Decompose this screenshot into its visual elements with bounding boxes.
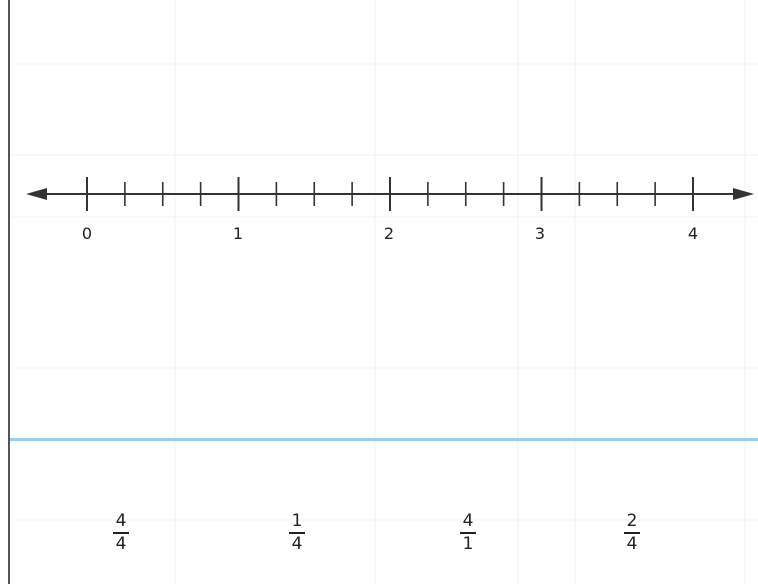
tick-label-1: 1	[232, 224, 244, 243]
right-arrow-icon	[733, 188, 754, 200]
fraction-card-4-1[interactable]: 4 1	[453, 512, 483, 554]
fraction-denominator: 4	[115, 533, 127, 554]
fraction-denominator: 4	[626, 533, 638, 554]
left-border	[8, 0, 10, 584]
left-arrow-icon	[26, 188, 47, 200]
tick-label-2: 2	[383, 224, 395, 243]
tick-label-0: 0	[81, 224, 93, 243]
fraction-denominator: 1	[462, 533, 474, 554]
fraction-bar	[460, 532, 476, 534]
tray-divider	[10, 438, 758, 441]
fraction-numerator: 4	[115, 511, 127, 531]
fraction-numerator: 1	[291, 511, 303, 531]
fraction-card-1-4[interactable]: 1 4	[282, 512, 312, 554]
fraction-numerator: 2	[626, 511, 638, 531]
fraction-bar	[113, 532, 129, 534]
fraction-denominator: 4	[291, 533, 303, 554]
fraction-numerator: 4	[462, 511, 474, 531]
tick-label-4: 4	[687, 224, 699, 243]
tick-label-3: 3	[534, 224, 546, 243]
fraction-bar	[289, 532, 305, 534]
fraction-card-4-4[interactable]: 4 4	[106, 512, 136, 554]
fraction-bar	[624, 532, 640, 534]
fraction-card-2-4[interactable]: 2 4	[617, 512, 647, 554]
